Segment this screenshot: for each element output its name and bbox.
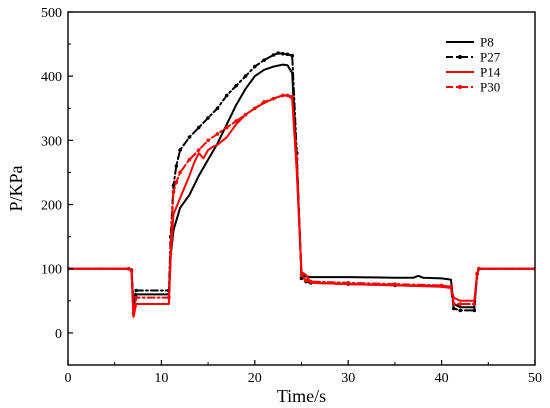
series-p27-point <box>243 74 248 78</box>
series-p30-point <box>168 241 173 245</box>
y-tick-label: 300 <box>41 134 62 149</box>
series-p30-point <box>309 279 313 284</box>
series-p27-point <box>187 135 192 139</box>
series-p30-point <box>295 157 299 162</box>
series-p27-point <box>134 288 138 293</box>
series-p30-point <box>167 295 171 300</box>
series-p27-point <box>285 52 290 57</box>
x-tick-label: 10 <box>154 371 168 386</box>
series-p27-point <box>224 93 229 98</box>
y-tick-label: 400 <box>41 70 62 85</box>
series-p27-point <box>271 53 276 57</box>
series-p30-point <box>281 93 285 98</box>
legend-marker-p30 <box>458 85 462 89</box>
y-tick-label: 100 <box>41 263 62 278</box>
x-tick-label: 0 <box>65 371 72 386</box>
series-p27-point <box>178 148 182 152</box>
series-p27-point <box>472 308 477 313</box>
series-p27-point <box>253 64 257 69</box>
series-p30-point <box>458 302 463 306</box>
series-p30-point <box>243 112 248 117</box>
series-p30-point <box>285 93 290 98</box>
series-p30-point <box>472 302 477 306</box>
series-p27-point <box>174 164 179 168</box>
series-p30-point <box>206 138 210 143</box>
series-p30-point <box>393 282 397 286</box>
series-p30-point <box>171 189 176 194</box>
series-p30-point <box>178 170 182 175</box>
series-p27-point <box>234 84 238 88</box>
y-tick-label: 0 <box>55 327 62 342</box>
series-p27-point <box>206 116 210 120</box>
series-p27-point <box>196 125 201 130</box>
series-p30-point <box>304 278 308 283</box>
series-p30-point <box>126 266 131 271</box>
x-tick-label: 50 <box>528 371 542 386</box>
series-p30-point <box>449 284 453 289</box>
series-p30-point <box>477 266 481 271</box>
legend-label-p27: P27 <box>480 50 501 65</box>
y-tick-label: 500 <box>41 6 62 21</box>
series-p30-point <box>262 100 266 104</box>
legend-label-p14: P14 <box>480 65 501 80</box>
series-p30-point <box>346 281 351 285</box>
x-tick-label: 40 <box>435 371 449 386</box>
series-p30-point <box>215 132 220 136</box>
series-p30-point <box>174 180 179 184</box>
series-p27-point <box>458 308 463 313</box>
series-p30-point <box>271 96 276 101</box>
y-tick-label: 200 <box>41 199 62 214</box>
series-p30-point <box>290 94 294 99</box>
series-p30-point <box>129 268 134 273</box>
series-p27-point <box>281 51 285 56</box>
series-p27-point <box>451 306 456 311</box>
series-p30-point <box>131 311 136 316</box>
x-axis-title: Time/s <box>277 386 326 406</box>
series-p30-point <box>439 283 444 288</box>
series-p27-point <box>215 106 220 111</box>
series-p30-point <box>475 272 479 276</box>
series-p27-point <box>276 51 280 55</box>
legend-label-p30: P30 <box>480 80 500 95</box>
legend-label-p8: P8 <box>480 35 494 50</box>
series-p30-point <box>451 302 456 306</box>
x-tick-label: 20 <box>248 371 262 386</box>
series-p30-point <box>224 125 229 130</box>
series-p30-point <box>299 273 304 277</box>
y-axis-title: P/KPa <box>6 165 26 211</box>
series-p30-point <box>196 148 201 152</box>
legend-marker-p27 <box>458 55 462 59</box>
series-p27-point <box>171 183 176 188</box>
x-tick-label: 30 <box>341 371 355 386</box>
series-p30-point <box>187 157 192 162</box>
series-p27-point <box>262 58 266 62</box>
series-p30-point <box>253 106 257 111</box>
series-p27-point <box>290 53 294 58</box>
series-p30-point <box>134 295 138 300</box>
series-p30-point <box>234 119 238 123</box>
series-layer <box>68 51 535 318</box>
